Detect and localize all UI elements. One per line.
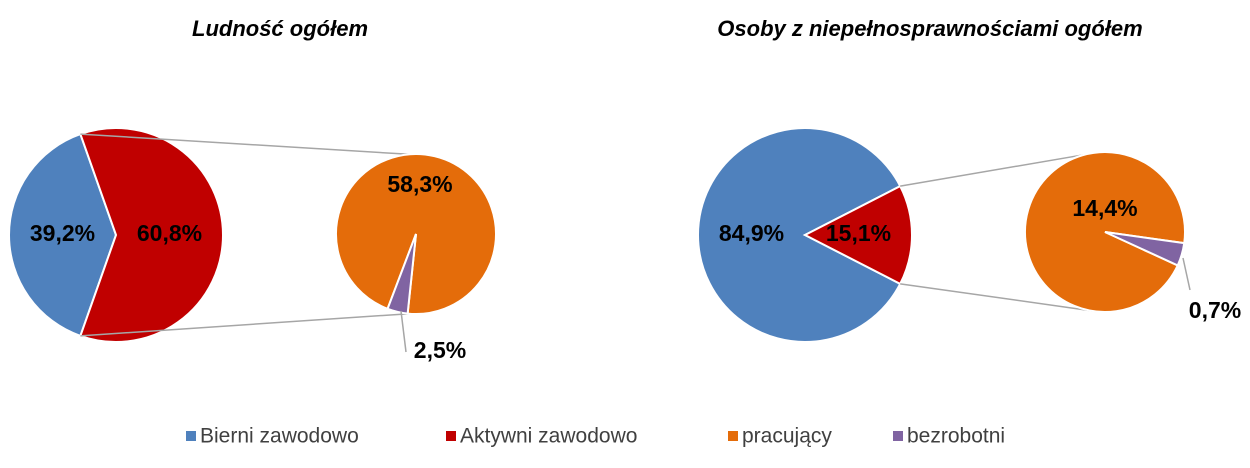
legend-swatch bbox=[728, 431, 738, 441]
pie-slice bbox=[79, 127, 224, 343]
legend-label: Aktywni zawodowo bbox=[460, 425, 637, 448]
data-label: 15,1% bbox=[826, 220, 891, 246]
data-label: 84,9% bbox=[719, 220, 784, 246]
pie-slice bbox=[386, 233, 417, 315]
data-label: 39,2% bbox=[30, 220, 95, 246]
connector bbox=[900, 151, 1099, 187]
pie-slice bbox=[697, 127, 902, 343]
chart-title: Osoby z niepełnosprawnościami ogółem bbox=[717, 16, 1142, 41]
data-label: 0,7% bbox=[1189, 297, 1241, 323]
legend-label: bezrobotni bbox=[907, 425, 1005, 448]
leader-line bbox=[400, 310, 407, 353]
legend-swatch bbox=[893, 431, 903, 441]
legend-swatch bbox=[446, 431, 456, 441]
data-label: 58,3% bbox=[387, 171, 452, 197]
pie-slice bbox=[1104, 231, 1186, 267]
leader-line bbox=[1182, 257, 1191, 291]
data-label: 60,8% bbox=[137, 220, 202, 246]
connector bbox=[900, 283, 1099, 313]
connector bbox=[80, 312, 410, 337]
connector bbox=[80, 133, 410, 156]
pie-slice bbox=[802, 184, 913, 286]
pie-slice bbox=[8, 132, 118, 338]
legend-label: Bierni zawodowo bbox=[200, 425, 359, 448]
data-label: 14,4% bbox=[1072, 195, 1137, 221]
chart-title: Ludność ogółem bbox=[192, 16, 368, 41]
legend-label: pracujący bbox=[742, 425, 832, 448]
legend-swatch bbox=[186, 431, 196, 441]
data-label: 2,5% bbox=[414, 337, 466, 363]
